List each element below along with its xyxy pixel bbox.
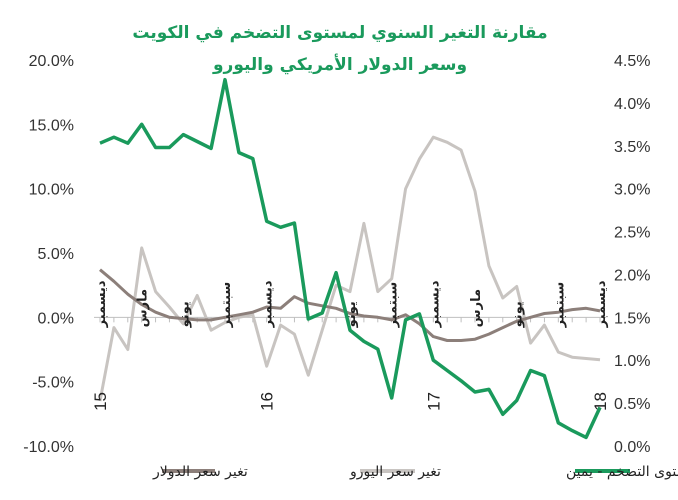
right-axis: 4.5% 4.0% 3.5% 3.0% 2.5% 2.0% 1.5% 1.0% 0.5% 0.0%: [614, 53, 650, 456]
left-tick-label: 5.0%: [38, 246, 74, 263]
right-tick-label: 0.5%: [614, 396, 650, 413]
right-tick-label: 0.0%: [614, 439, 650, 456]
right-tick-label: 4.5%: [614, 53, 650, 70]
x-year-label: 15: [91, 392, 110, 411]
right-tick-label: 1.0%: [614, 353, 650, 370]
x-month-label: يونو: [344, 301, 359, 328]
series-line-euro: [98, 135, 601, 402]
left-tick-label: 0.0%: [38, 310, 74, 327]
right-tick-label: 2.5%: [614, 225, 650, 242]
x-month-label: سبتمبر: [386, 282, 401, 329]
left-tick-label: 20.0%: [29, 53, 74, 70]
series-line-inflation: [99, 77, 602, 440]
series-layer: [98, 77, 602, 440]
x-month-label: مارس: [469, 289, 484, 327]
left-tick-label: 15.0%: [29, 117, 74, 134]
x-month-label: سبتمبر: [552, 282, 567, 329]
x-month-label: ديسمبر: [594, 280, 609, 328]
left-tick-label: -5.0%: [32, 375, 74, 392]
legend-label: تغير سعر اليورو: [349, 464, 441, 480]
x-month-label: يونو: [177, 301, 192, 328]
chart-title-line1: مقارنة التغير السنوي لمستوى التضخم في ال…: [132, 23, 547, 43]
series-line-usd: [99, 268, 601, 342]
right-tick-label: 3.5%: [614, 139, 650, 156]
x-month-label: ديسمبر: [94, 280, 109, 328]
x-month-label: يونو: [511, 301, 526, 328]
x-month-label: مارس: [136, 289, 151, 327]
legend-label: تغير سعر الدولار: [152, 464, 248, 480]
left-tick-label: -10.0%: [23, 439, 74, 456]
chart-title-line2: وسعر الدولار الأمريكي واليورو: [212, 54, 467, 75]
right-tick-label: 2.0%: [614, 267, 650, 284]
legend: مستوى التضخم - يمين تغير سعر اليورو تغير س…: [152, 464, 678, 480]
x-month-label: ديسمبر: [427, 280, 442, 328]
x-year-label: 17: [424, 392, 443, 411]
x-year-label: 16: [258, 392, 277, 411]
right-tick-label: 4.0%: [614, 96, 650, 113]
left-tick-label: 10.0%: [29, 182, 74, 199]
x-axis-labels: ديسمبر مارس يونو سبتمبر ديسمبر يونو سبتمبر ديسم…: [91, 280, 610, 411]
left-axis: 20.0% 15.0% 10.0% 5.0% 0.0% -5.0% -10.0%: [23, 53, 74, 456]
right-tick-label: 1.5%: [614, 310, 650, 327]
x-month-label: سبتمبر: [219, 282, 234, 329]
legend-label: مستوى التضخم - يمين: [566, 464, 678, 480]
x-month-label: ديسمبر: [261, 280, 276, 328]
x-year-label: 18: [591, 392, 610, 411]
right-tick-label: 3.0%: [614, 182, 650, 199]
